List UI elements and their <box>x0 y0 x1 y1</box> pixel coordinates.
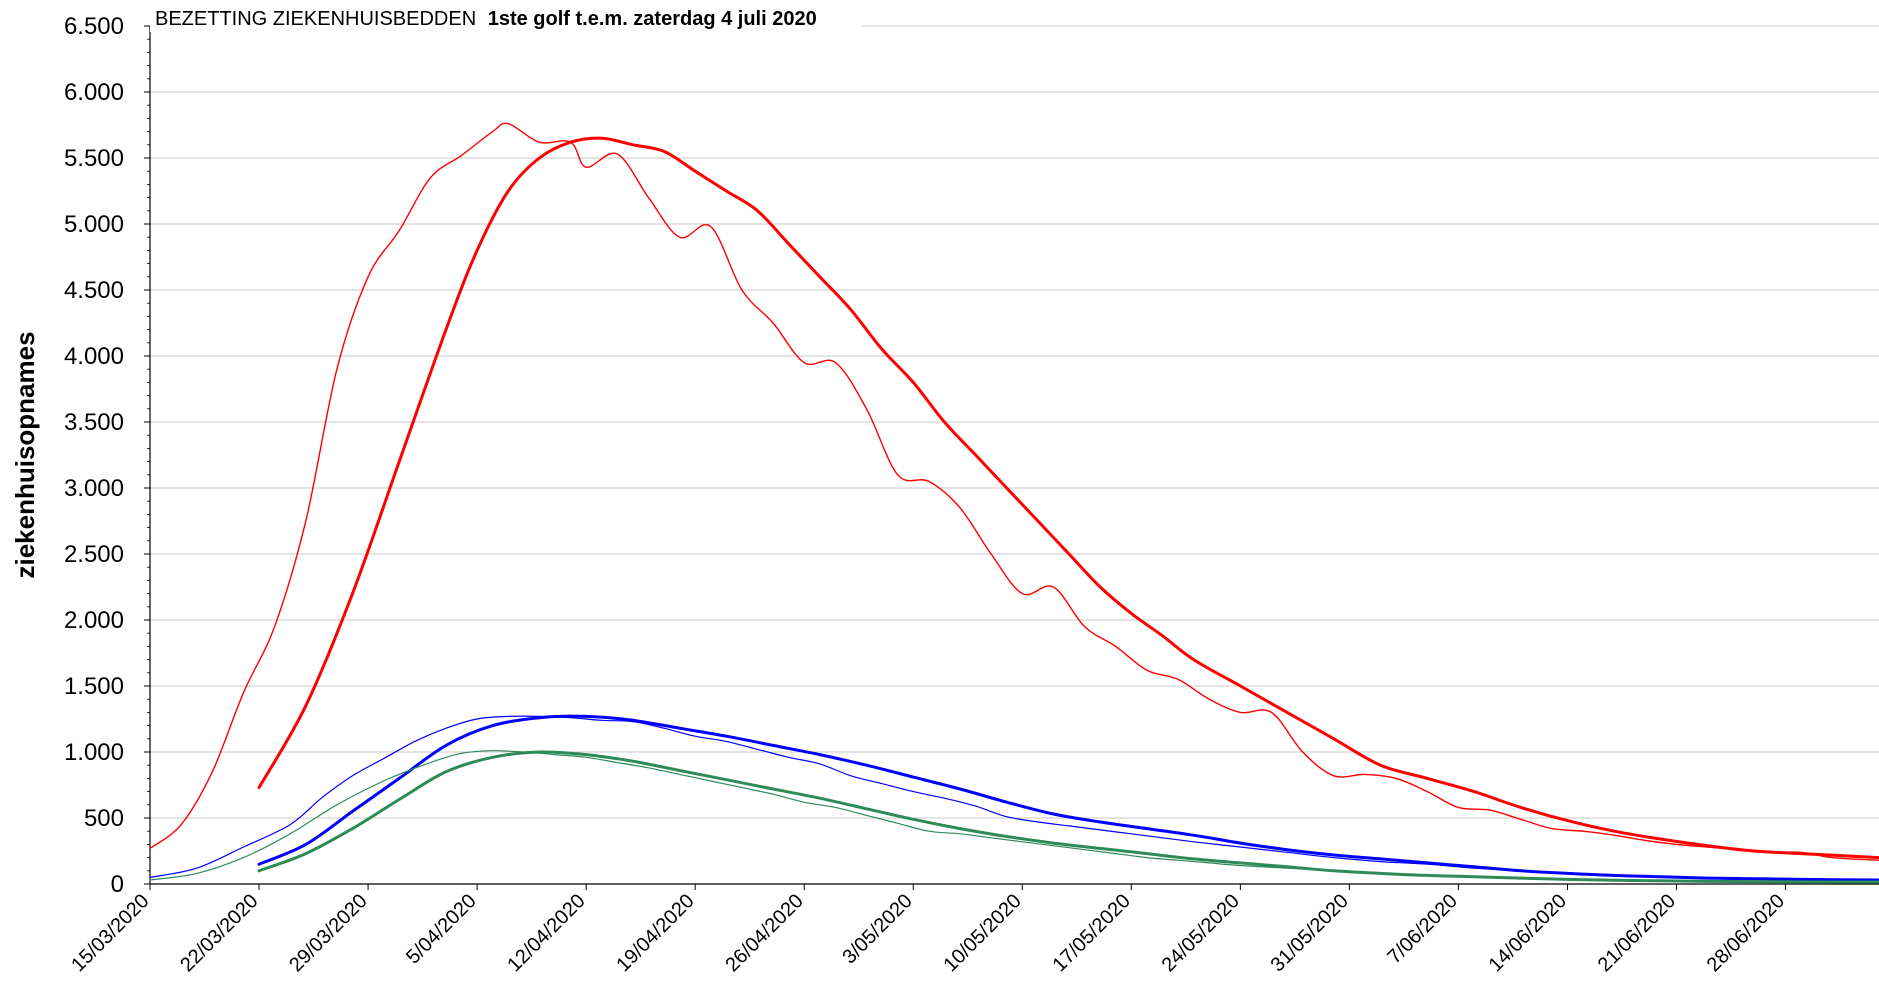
y-tick-label: 6.000 <box>64 79 124 106</box>
x-tick-label: 19/04/2020 <box>612 890 698 976</box>
chart-title: BEZETTING ZIEKENHUISBEDDEN 1ste golf t.e… <box>150 2 862 32</box>
x-tick-label: 7/06/2020 <box>1383 890 1461 968</box>
y-tick-label: 2.500 <box>64 541 124 568</box>
y-tick-label: 5.000 <box>64 211 124 238</box>
series-line-4 <box>149 750 1879 883</box>
y-tick-label: 4.500 <box>64 277 124 304</box>
chart-title-main: BEZETTING ZIEKENHUISBEDDEN <box>155 8 476 30</box>
series-line-5 <box>257 750 1879 884</box>
x-tick-label: 28/06/2020 <box>1703 890 1789 976</box>
y-axis-label: ziekenhuisopnames <box>10 331 40 578</box>
title-background <box>150 2 862 32</box>
x-tick-label: 22/03/2020 <box>176 890 262 976</box>
chart-title-bold: 1ste golf t.e.m. zaterdag 4 juli 2020 <box>488 8 817 30</box>
y-tick-label: 1.000 <box>64 739 124 766</box>
y-tick-label: 2.000 <box>64 607 124 634</box>
x-tick-label: 24/05/2020 <box>1158 890 1244 976</box>
axes <box>144 25 1879 890</box>
x-tick-label: 14/06/2020 <box>1485 890 1571 976</box>
x-tick-label: 12/04/2020 <box>503 890 589 976</box>
chart-title-text: BEZETTING ZIEKENHUISBEDDEN 1ste golf t.e… <box>155 8 817 30</box>
x-tick-label: 29/03/2020 <box>285 890 371 976</box>
x-tick-labels: 15/03/2020 22/03/2020 29/03/2020 5/04/2020 1… <box>67 890 1789 976</box>
series-line-3 <box>257 714 1879 882</box>
y-tick-label: 1.500 <box>64 673 124 700</box>
series-line-0 <box>149 122 1879 861</box>
y-tick-label: 500 <box>84 805 124 832</box>
series-lines <box>149 122 1879 884</box>
y-tick-label: 3.500 <box>64 409 124 436</box>
x-tick-label: 17/05/2020 <box>1049 890 1135 976</box>
x-tick-label: 21/06/2020 <box>1594 890 1680 976</box>
y-tick-label: 5.500 <box>64 145 124 172</box>
x-tick-label: 31/05/2020 <box>1267 890 1353 976</box>
x-tick-label: 26/04/2020 <box>721 890 807 976</box>
y-tick-label: 6.500 <box>64 13 124 40</box>
series-line-2 <box>149 715 1879 882</box>
y-tick-label: 0 <box>111 871 124 898</box>
y-tick-label: 3.000 <box>64 475 124 502</box>
series-line-1 <box>257 136 1879 860</box>
x-tick-label: 15/03/2020 <box>67 890 153 976</box>
x-tick-label: 3/05/2020 <box>838 890 916 968</box>
gridlines <box>150 25 1879 819</box>
x-tick-label: 5/04/2020 <box>402 890 480 968</box>
y-tick-labels: 0 500 1.000 1.500 2.000 2.500 3.000 3.500 4.000 4… <box>64 13 124 898</box>
x-tick-label: 10/05/2020 <box>939 890 1025 976</box>
y-tick-label: 4.000 <box>64 343 124 370</box>
